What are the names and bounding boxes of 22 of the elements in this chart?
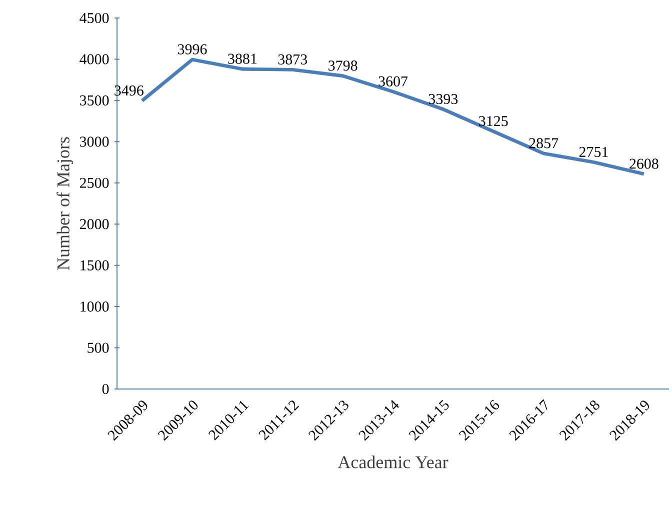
x-axis-title: Academic Year (338, 456, 448, 468)
data-label: 2751 (579, 146, 608, 157)
data-label: 2608 (630, 158, 658, 169)
data-label: 3607 (378, 76, 408, 86)
y-tick-label: 2000 (80, 219, 109, 230)
data-label: 3881 (228, 54, 257, 64)
y-tick-label: 4000 (80, 54, 109, 64)
y-tick-label: 3000 (80, 136, 109, 147)
data-label: 3873 (278, 54, 308, 64)
y-tick-label: 500 (88, 342, 109, 353)
data-label: 3798 (328, 60, 358, 71)
data-label: 2857 (529, 138, 558, 148)
y-axis-title: Number of Majors (56, 137, 74, 270)
data-label: 3996 (178, 44, 207, 54)
data-label: 3393 (428, 94, 458, 104)
y-tick-label: 2500 (80, 178, 109, 188)
y-tick-label: 1000 (80, 302, 109, 312)
y-tick-label: 0 (102, 384, 109, 394)
y-tick-label: 1500 (80, 260, 109, 270)
y-tick-label: 4500 (80, 12, 109, 24)
data-label: 3125 (479, 116, 508, 126)
y-tick-label: 3500 (80, 95, 109, 106)
